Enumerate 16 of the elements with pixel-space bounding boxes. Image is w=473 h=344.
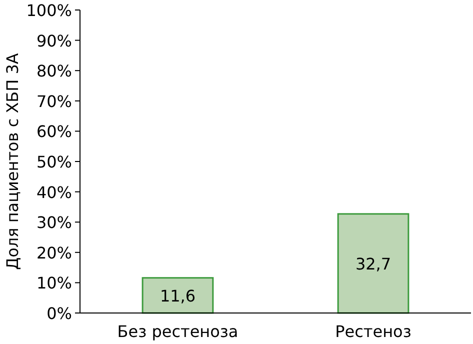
x-tick-label: Рестеноз bbox=[335, 322, 412, 341]
y-tick-label: 60% bbox=[36, 122, 72, 142]
y-tick-label: 30% bbox=[36, 213, 72, 232]
y-axis-title: Доля пациентов с ХБП 3А bbox=[3, 53, 22, 270]
y-tick-label: 50% bbox=[36, 152, 72, 172]
data-label: 11,6 bbox=[160, 286, 196, 306]
data-label: 32,7 bbox=[355, 254, 392, 274]
y-tick-label: 70% bbox=[36, 92, 72, 111]
y-tick-label: 90% bbox=[36, 31, 72, 50]
y-tick-label: 40% bbox=[36, 182, 72, 202]
y-tick-label: 0% bbox=[46, 304, 72, 323]
x-tick-label: Без рестеноза bbox=[117, 322, 238, 341]
y-tick-label: 100% bbox=[26, 1, 72, 20]
y-tick-label: 20% bbox=[36, 243, 72, 262]
y-tick-label: 10% bbox=[36, 274, 72, 293]
y-tick-label: 80% bbox=[36, 62, 72, 81]
